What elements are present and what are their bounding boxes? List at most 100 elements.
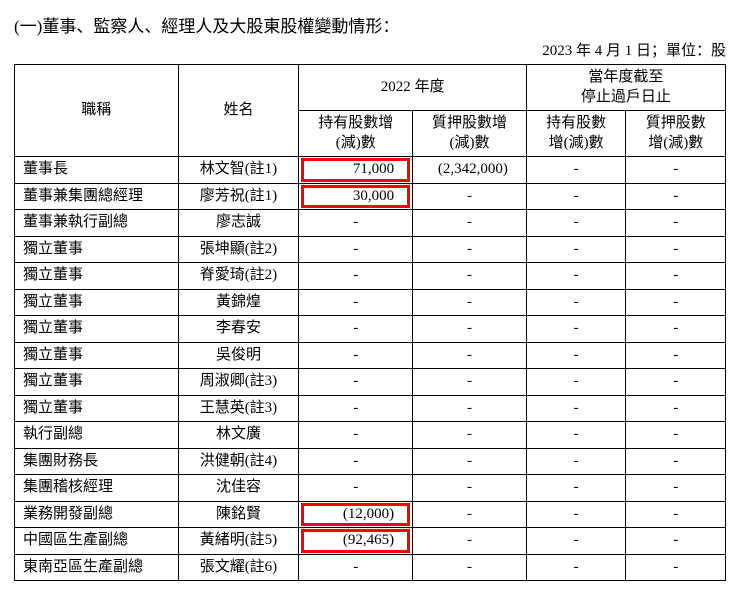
cell-name: 李春安 (178, 316, 299, 343)
cell-pledge-2022: - (413, 316, 527, 343)
cell-pledge-current: - (626, 289, 726, 316)
cell-hold-2022: - (299, 342, 413, 369)
cell-hold-current: - (526, 448, 626, 475)
cell-hold-2022: 30,000 (299, 183, 413, 210)
cell-hold-current: - (526, 316, 626, 343)
cell-name: 林文廣 (178, 422, 299, 449)
date-unit-line: 2023 年 4 月 1 日；單位：股 (14, 39, 726, 60)
cell-title: 獨立董事 (15, 236, 179, 263)
cell-title: 獨立董事 (15, 369, 179, 396)
cell-name: 張文耀(註6) (178, 554, 299, 581)
cell-hold-current: - (526, 528, 626, 555)
cell-pledge-2022: (2,342,000) (413, 157, 527, 184)
cell-name: 黃錦煌 (178, 289, 299, 316)
cell-title: 獨立董事 (15, 289, 179, 316)
cell-hold-current: - (526, 236, 626, 263)
cell-name: 吳俊明 (178, 342, 299, 369)
cell-hold-2022: 71,000 (299, 157, 413, 184)
header-sub-pledge2: 質押股數增(減)數 (626, 111, 726, 157)
cell-pledge-2022: - (413, 422, 527, 449)
cell-hold-2022: - (299, 369, 413, 396)
cell-hold-current: - (526, 289, 626, 316)
cell-hold-2022: - (299, 210, 413, 237)
cell-pledge-2022: - (413, 528, 527, 555)
header-sub-pledge: 質押股數增(減)數 (413, 111, 527, 157)
cell-hold-current: - (526, 501, 626, 528)
cell-pledge-current: - (626, 528, 726, 555)
header-sub-hold2: 持有股數增(減)數 (526, 111, 626, 157)
table-row: 獨立董事脊愛琦(註2)---- (15, 263, 726, 290)
cell-pledge-current: - (626, 342, 726, 369)
table-row: 業務開發副總陳銘賢(12,000)--- (15, 501, 726, 528)
table-row: 獨立董事周淑卿(註3)---- (15, 369, 726, 396)
cell-pledge-2022: - (413, 289, 527, 316)
table-row: 集團財務長洪健朝(註4)---- (15, 448, 726, 475)
cell-hold-2022: - (299, 448, 413, 475)
cell-pledge-2022: - (413, 501, 527, 528)
table-row: 執行副總林文廣---- (15, 422, 726, 449)
shareholding-table: 職稱 姓名 2022 年度 當年度截至停止過戶日止 持有股數增(減)數 質押股數… (14, 64, 726, 581)
cell-hold-2022: - (299, 395, 413, 422)
cell-title: 獨立董事 (15, 263, 179, 290)
cell-hold-current: - (526, 422, 626, 449)
cell-pledge-current: - (626, 157, 726, 184)
cell-name: 廖芳祝(註1) (178, 183, 299, 210)
cell-pledge-current: - (626, 422, 726, 449)
cell-pledge-current: - (626, 236, 726, 263)
cell-hold-2022: - (299, 554, 413, 581)
table-row: 東南亞區生產副總張文耀(註6)---- (15, 554, 726, 581)
cell-title: 業務開發副總 (15, 501, 179, 528)
cell-name: 林文智(註1) (178, 157, 299, 184)
cell-title: 東南亞區生產副總 (15, 554, 179, 581)
cell-name: 沈佳容 (178, 475, 299, 502)
cell-hold-current: - (526, 183, 626, 210)
cell-hold-current: - (526, 554, 626, 581)
cell-title: 獨立董事 (15, 316, 179, 343)
table-row: 董事兼集團總經理廖芳祝(註1)30,000--- (15, 183, 726, 210)
cell-pledge-2022: - (413, 342, 527, 369)
cell-pledge-2022: - (413, 183, 527, 210)
cell-name: 張坤顯(註2) (178, 236, 299, 263)
cell-pledge-current: - (626, 501, 726, 528)
table-row: 獨立董事吳俊明---- (15, 342, 726, 369)
cell-title: 中國區生產副總 (15, 528, 179, 555)
cell-pledge-current: - (626, 316, 726, 343)
table-row: 董事兼執行副總廖志誠---- (15, 210, 726, 237)
header-title: 職稱 (15, 65, 179, 157)
cell-name: 周淑卿(註3) (178, 369, 299, 396)
cell-hold-current: - (526, 210, 626, 237)
table-row: 獨立董事張坤顯(註2)---- (15, 236, 726, 263)
table-row: 獨立董事黃錦煌---- (15, 289, 726, 316)
table-row: 集團稽核經理沈佳容---- (15, 475, 726, 502)
cell-pledge-2022: - (413, 395, 527, 422)
cell-title: 董事兼集團總經理 (15, 183, 179, 210)
cell-name: 陳銘賢 (178, 501, 299, 528)
cell-pledge-2022: - (413, 210, 527, 237)
header-group-2022: 2022 年度 (299, 65, 527, 111)
cell-hold-current: - (526, 475, 626, 502)
cell-pledge-2022: - (413, 369, 527, 396)
cell-title: 獨立董事 (15, 395, 179, 422)
cell-title: 獨立董事 (15, 342, 179, 369)
cell-pledge-current: - (626, 395, 726, 422)
cell-pledge-2022: - (413, 475, 527, 502)
cell-pledge-2022: - (413, 236, 527, 263)
cell-hold-2022: - (299, 475, 413, 502)
cell-title: 集團財務長 (15, 448, 179, 475)
cell-hold-current: - (526, 395, 626, 422)
cell-hold-2022: - (299, 289, 413, 316)
cell-name: 王慧英(註3) (178, 395, 299, 422)
cell-hold-current: - (526, 157, 626, 184)
table-row: 獨立董事王慧英(註3)---- (15, 395, 726, 422)
cell-hold-2022: - (299, 422, 413, 449)
cell-pledge-2022: - (413, 448, 527, 475)
cell-pledge-2022: - (413, 263, 527, 290)
cell-pledge-current: - (626, 448, 726, 475)
cell-hold-2022: - (299, 263, 413, 290)
table-row: 中國區生產副總黃緒明(註5)(92,465)--- (15, 528, 726, 555)
cell-title: 集團稽核經理 (15, 475, 179, 502)
cell-hold-current: - (526, 342, 626, 369)
cell-pledge-current: - (626, 475, 726, 502)
cell-name: 洪健朝(註4) (178, 448, 299, 475)
table-row: 董事長林文智(註1)71,000(2,342,000)-- (15, 157, 726, 184)
